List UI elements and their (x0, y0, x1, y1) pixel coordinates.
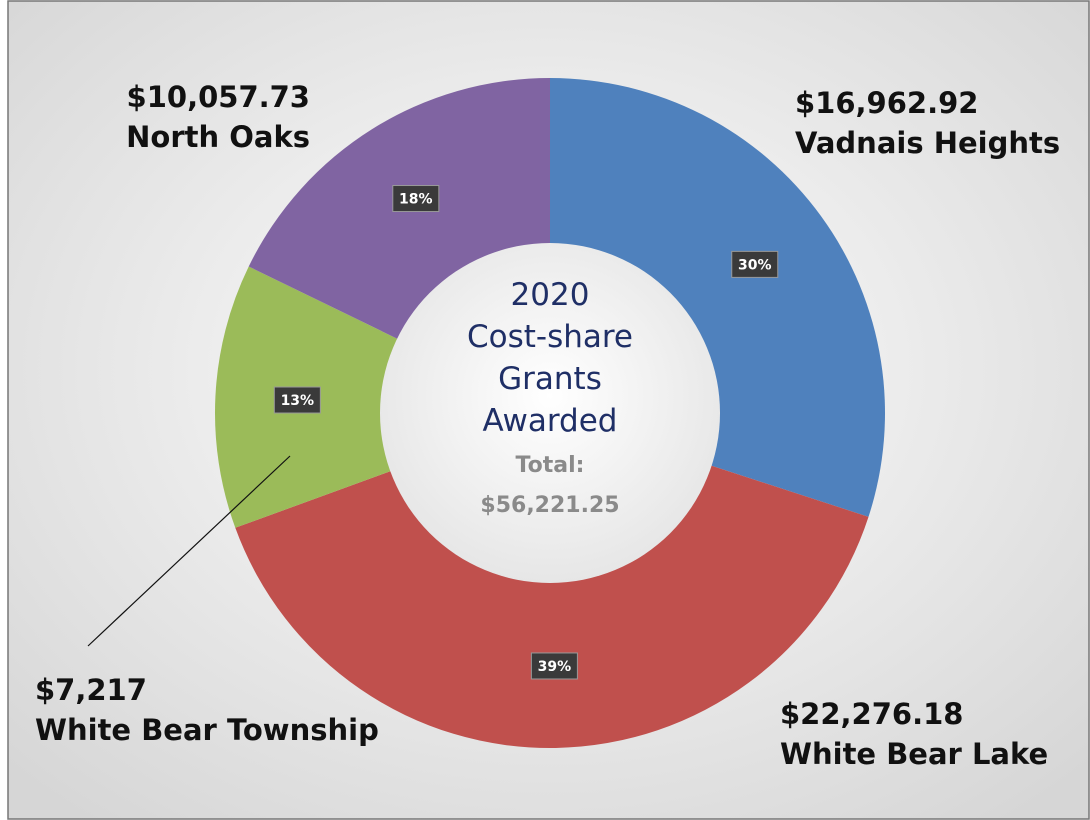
percent-label: 30% (738, 257, 772, 273)
center-title: Awarded (483, 403, 618, 439)
total-label: Total: (516, 453, 585, 478)
percent-label-box (530, 652, 578, 680)
percent-label: 18% (399, 192, 433, 208)
category-label: White Bear Township (35, 713, 379, 747)
value-label: $22,276.18 (780, 697, 963, 731)
center-title: Grants (498, 361, 602, 397)
percent-label: 13% (281, 393, 315, 409)
center-title: 2020 (511, 277, 590, 313)
total-value: $56,221.25 (480, 493, 619, 518)
category-label: North Oaks (126, 120, 310, 154)
percent-label-box (392, 185, 440, 213)
value-label: $10,057.73 (127, 80, 310, 114)
category-label: Vadnais Heights (795, 126, 1060, 160)
value-label: $7,217 (35, 673, 147, 707)
center-title: Cost-share (467, 319, 633, 355)
leader-line (87, 455, 291, 647)
donut-hole (380, 243, 720, 583)
percent-label: 39% (538, 659, 572, 675)
value-label: $16,962.92 (795, 86, 978, 120)
percent-label-box (273, 386, 321, 414)
percent-label-box (731, 250, 779, 278)
category-label: White Bear Lake (780, 737, 1048, 771)
